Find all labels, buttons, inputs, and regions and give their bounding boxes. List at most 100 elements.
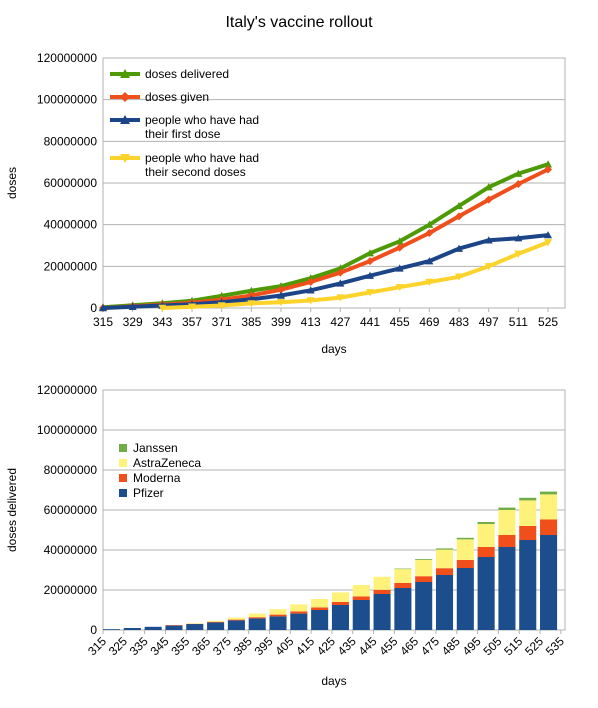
data-point xyxy=(514,180,523,189)
bar-segment xyxy=(456,539,474,560)
bar-segment xyxy=(227,617,245,620)
x-tick-label: 325 xyxy=(106,634,130,658)
bar-segment xyxy=(290,611,308,614)
stacked-bar-chart: 0 20000000 40000000 60000000 80000000 1000000… xyxy=(5,383,567,688)
bar-segment xyxy=(519,540,537,630)
data-point xyxy=(544,231,553,239)
data-point xyxy=(395,237,404,245)
bar-segment xyxy=(498,535,516,547)
x-tick-label: 357 xyxy=(182,315,202,329)
bar-segment xyxy=(435,568,454,575)
data-point xyxy=(544,239,553,247)
y-axis-label: doses xyxy=(5,167,19,199)
legend-label-line: people who have had xyxy=(145,151,259,165)
bar-segment xyxy=(207,620,225,622)
x-tick-label: 465 xyxy=(397,634,421,658)
x-tick-label: 315 xyxy=(93,315,113,329)
data-point xyxy=(514,234,523,242)
bar-segment xyxy=(477,547,495,557)
data-point xyxy=(306,286,315,294)
legend-label-line: people who have had xyxy=(145,113,259,127)
data-point xyxy=(366,289,375,297)
bar-segment xyxy=(456,568,474,630)
y-tick-label: 100000000 xyxy=(37,93,97,107)
data-point xyxy=(395,283,404,292)
x-tick-label: 497 xyxy=(479,315,499,329)
x-tick-label: 535 xyxy=(543,634,567,658)
data-point xyxy=(395,264,404,272)
series-line xyxy=(162,240,549,310)
y-tick-label: 100000000 xyxy=(37,423,97,437)
bar-segment xyxy=(394,583,412,588)
data-point xyxy=(277,285,286,294)
series-line xyxy=(102,233,549,310)
plot-area xyxy=(102,57,566,309)
data-point xyxy=(306,297,315,305)
bar-segment xyxy=(311,599,329,608)
data-point xyxy=(128,302,137,310)
x-tick-label: 495 xyxy=(460,634,484,658)
x-tick-label: 415 xyxy=(293,634,317,658)
data-point xyxy=(247,286,256,294)
x-tick-label: 475 xyxy=(418,634,442,658)
bar-segment xyxy=(165,625,183,626)
data-point xyxy=(544,160,553,168)
bar-segment xyxy=(290,613,308,630)
bar-segment xyxy=(144,626,162,630)
y-tick-label: 20000000 xyxy=(44,583,98,597)
legend: doses delivered doses given people who hav… xyxy=(110,67,259,179)
bar-segment xyxy=(394,568,412,570)
bar-segment xyxy=(269,609,287,615)
y-tick-label: 40000000 xyxy=(44,218,98,232)
bar-segment xyxy=(165,625,183,630)
data-point xyxy=(484,236,493,244)
legend-marker xyxy=(120,92,130,102)
data-point xyxy=(425,257,434,265)
x-tick-label: 355 xyxy=(168,634,192,658)
legend-label: doses delivered xyxy=(145,67,229,81)
legend-label-line: their second doses xyxy=(145,165,246,179)
bar-segment xyxy=(311,610,329,630)
bar-segment xyxy=(311,607,329,610)
x-tick-label: 525 xyxy=(538,315,558,329)
data-point xyxy=(188,303,197,311)
x-tick-label: 365 xyxy=(189,634,213,658)
bar-segment xyxy=(415,559,433,560)
bar-segment xyxy=(435,575,454,630)
y-tick-label: 120000000 xyxy=(37,383,97,397)
x-tick-label: 435 xyxy=(335,634,359,658)
legend-marker xyxy=(120,154,130,163)
data-point xyxy=(247,300,256,308)
bar-segment xyxy=(477,524,495,547)
bar-segment xyxy=(456,560,474,568)
bar-segment xyxy=(456,537,474,540)
y-tick-label: 0 xyxy=(90,301,97,315)
x-tick-label: 385 xyxy=(241,315,261,329)
x-tick-label: 425 xyxy=(314,634,338,658)
bar-segment xyxy=(540,535,558,630)
bar-segment xyxy=(394,569,412,583)
bar-segment xyxy=(477,557,495,630)
data-point xyxy=(306,277,315,286)
y-tick-label: 60000000 xyxy=(44,503,98,517)
data-point xyxy=(484,183,493,191)
line-chart: 0 20000000 40000000 60000000 80000000 1000000… xyxy=(5,51,566,356)
x-axis-label: days xyxy=(321,674,346,688)
data-point xyxy=(395,243,404,252)
bar-segment xyxy=(248,613,266,618)
bar-segment xyxy=(186,624,204,630)
bar-segment xyxy=(331,592,349,602)
data-point xyxy=(455,201,464,210)
x-tick-label: 375 xyxy=(210,634,234,658)
legend-label: Moderna xyxy=(133,471,181,485)
data-point xyxy=(425,278,434,286)
bar-segment xyxy=(103,629,121,630)
data-point xyxy=(366,271,375,279)
bar-segment xyxy=(352,596,370,600)
bar-segment xyxy=(352,600,370,630)
x-tick-label: 455 xyxy=(376,634,400,658)
x-tick-label: 329 xyxy=(123,315,143,329)
x-tick-label: 399 xyxy=(271,315,291,329)
